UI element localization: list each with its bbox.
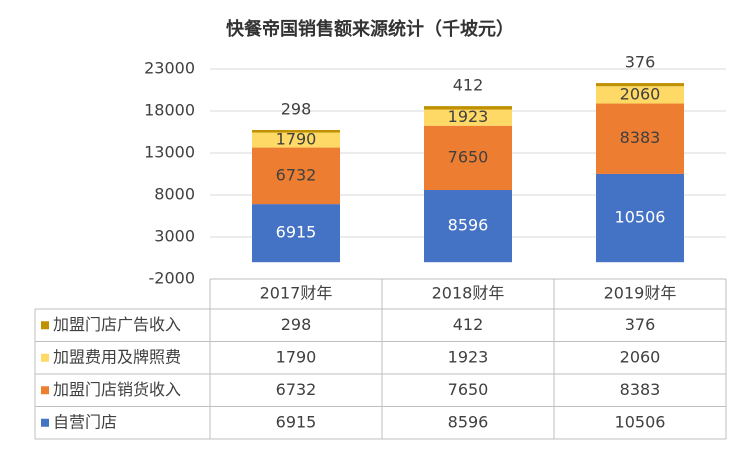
- bar-segment: [596, 173, 684, 263]
- legend-label: 自营门店: [53, 412, 117, 431]
- x-tick-label: 2019财年: [604, 284, 677, 303]
- bar-segment: [424, 189, 512, 263]
- x-tick-label: 2018财年: [432, 284, 505, 303]
- bar-segment: [252, 147, 340, 205]
- data-label: 1923: [448, 107, 489, 126]
- table-cell: 6732: [276, 380, 317, 399]
- data-label: 6732: [276, 165, 317, 184]
- bar-segment: [252, 132, 340, 148]
- table-cell: 8596: [448, 412, 489, 431]
- y-tick-label: 23000: [144, 59, 195, 78]
- table-cell: 2060: [620, 347, 661, 366]
- data-label: 412: [453, 76, 484, 95]
- legend-label: 加盟门店销货收入: [53, 380, 181, 399]
- legend-swatch: [41, 353, 49, 362]
- data-label: 298: [281, 100, 312, 119]
- table-cell: 412: [453, 315, 484, 334]
- legend-label: 加盟费用及牌照费: [53, 347, 181, 366]
- data-label: 1790: [276, 130, 317, 149]
- table-cell: 1790: [276, 347, 317, 366]
- table-cell: 7650: [448, 380, 489, 399]
- data-label: 8596: [448, 216, 489, 235]
- data-label: 8383: [620, 128, 661, 147]
- legend-swatch: [41, 321, 49, 330]
- data-label: 10506: [615, 208, 666, 227]
- data-label: 2060: [620, 84, 661, 103]
- table-cell: 376: [625, 315, 656, 334]
- bar-segment: [424, 125, 512, 190]
- bar-segment: [252, 204, 340, 263]
- legend-swatch: [41, 386, 49, 395]
- data-label: 376: [625, 53, 656, 72]
- data-label: 7650: [448, 147, 489, 166]
- y-tick-label: 3000: [154, 227, 195, 246]
- legend-swatch: [41, 418, 49, 427]
- bar-segment: [424, 106, 512, 110]
- chart-title: 快餐帝国销售额来源统计（千坡元）: [226, 18, 514, 40]
- x-tick-label: 2017财年: [260, 284, 333, 303]
- data-label: 6915: [276, 223, 317, 242]
- bar-segment: [252, 130, 340, 133]
- table-cell: 6915: [276, 412, 317, 431]
- bar-segment: [424, 109, 512, 126]
- bar-segment: [596, 86, 684, 104]
- y-tick-label: -2000: [149, 269, 196, 288]
- bar-segment: [596, 103, 684, 174]
- table-cell: 10506: [615, 412, 666, 431]
- y-tick-label: 8000: [154, 185, 195, 204]
- y-tick-label: 13000: [144, 143, 195, 162]
- table-cell: 298: [281, 315, 312, 334]
- table-cell: 8383: [620, 380, 661, 399]
- bar-segment: [596, 83, 684, 87]
- legend-label: 加盟门店广告收入: [53, 315, 181, 334]
- y-tick-label: 18000: [144, 101, 195, 120]
- table-cell: 1923: [448, 347, 489, 366]
